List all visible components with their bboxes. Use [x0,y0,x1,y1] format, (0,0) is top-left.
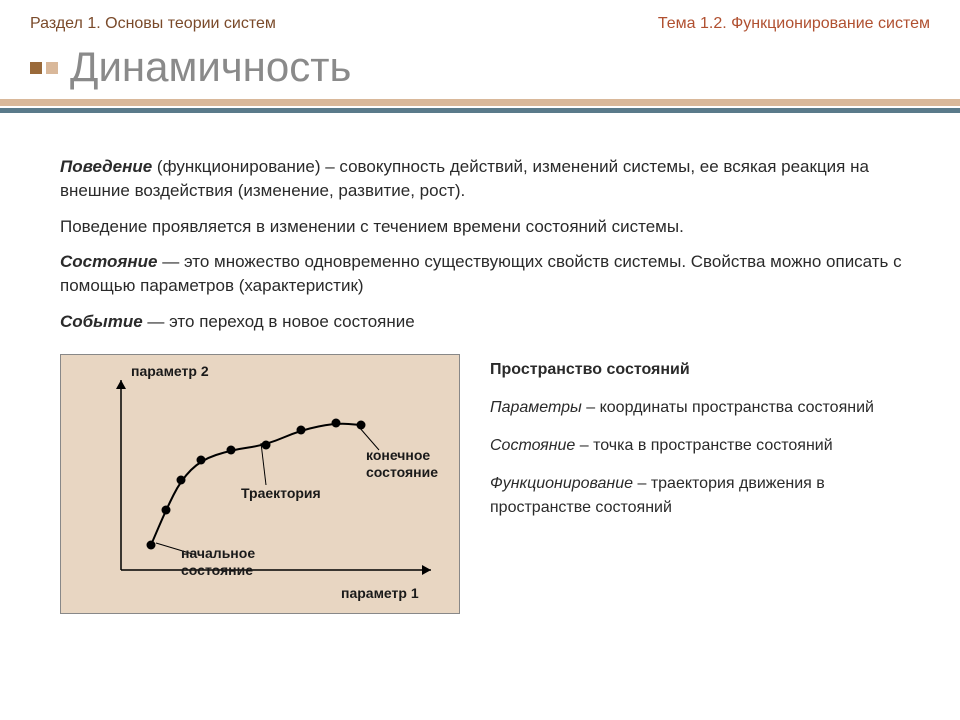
side-p2-rest: – точка в пространстве состояний [575,437,832,454]
side-p3: Функционирование – траектория движения в… [490,472,920,520]
body-text: Поведение (функционирование) – совокупно… [0,115,960,334]
paragraph-1-rest: (функционирование) – совокупность действ… [60,157,869,200]
page-title: Динамичность [70,43,960,91]
rule-beige [0,99,960,106]
side-p2: Состояние – точка в пространстве состоян… [490,434,920,458]
paragraph-1: Поведение (функционирование) – совокупно… [60,155,920,203]
side-p3-term: Функционирование [490,475,633,492]
term-event: Событие [60,312,143,331]
side-p1-rest: – координаты пространства состояний [582,399,874,416]
paragraph-2: Поведение проявляется в изменении с тече… [60,215,920,239]
accent-square-1 [30,62,42,74]
axis-label-y: параметр 2 [131,363,209,380]
accent-squares [30,62,58,74]
lower-row: параметр 2 параметр 1 начальноесостояние… [0,346,960,614]
topic-label: Тема 1.2. Функционирование систем [658,15,930,33]
rule-teal [0,108,960,113]
side-p1-term: Параметры [490,399,582,416]
paragraph-4: Событие — это переход в новое состояние [60,310,920,334]
side-heading: Пространство состояний [490,358,920,382]
label-initial-state: начальноесостояние [181,545,291,579]
paragraph-3: Состояние — это множество одновременно с… [60,250,920,298]
paragraph-3-rest: — это множество одновременно существующи… [60,252,902,295]
section-label: Раздел 1. Основы теории систем [30,15,276,33]
label-final-state: конечноесостояние [366,447,456,481]
paragraph-4-rest: — это переход в новое состояние [143,312,415,331]
side-p2-term: Состояние [490,437,575,454]
term-state: Состояние [60,252,158,271]
term-behavior: Поведение [60,157,152,176]
top-bar: Раздел 1. Основы теории систем Тема 1.2.… [0,0,960,43]
side-text: Пространство состояний Параметры – коорд… [490,354,920,614]
title-rules [0,99,960,115]
axis-label-x: параметр 1 [341,585,419,602]
side-p1: Параметры – координаты пространства сост… [490,396,920,420]
trajectory-chart: параметр 2 параметр 1 начальноесостояние… [60,354,460,614]
title-block: Динамичность [0,43,960,115]
accent-square-2 [46,62,58,74]
label-trajectory: Траектория [241,485,321,502]
